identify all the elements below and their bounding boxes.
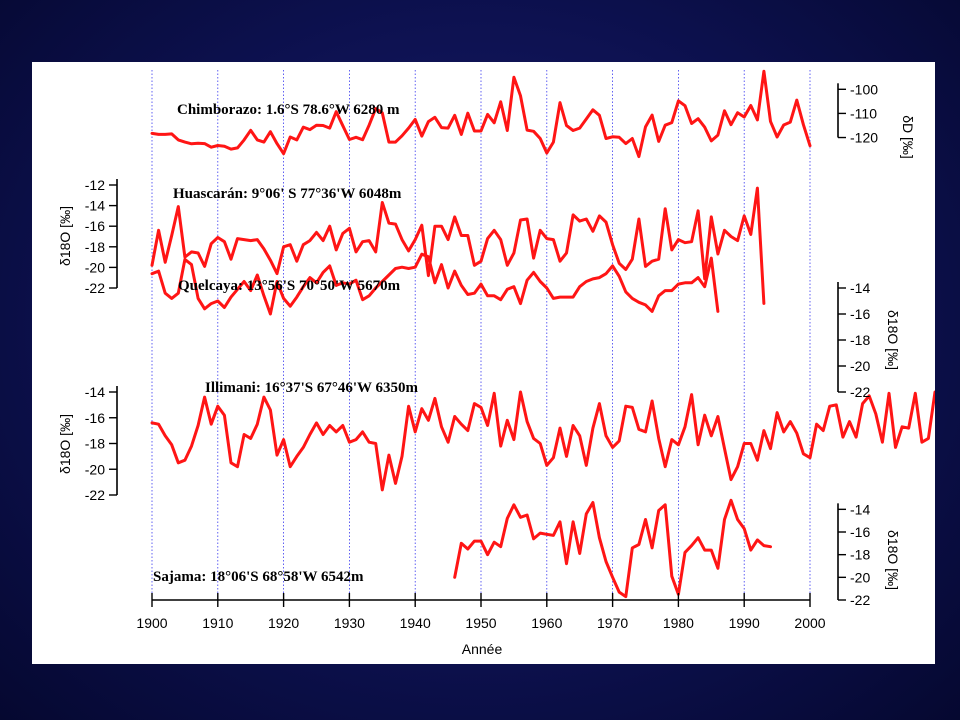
y-tick-label-1--20: -20 (85, 259, 105, 275)
y-tick-label-2--22: -22 (850, 384, 870, 400)
x-tick-label-1980: 1980 (663, 615, 694, 631)
series-line-1 (150, 186, 766, 305)
y-tick-label-4--22: -22 (850, 592, 870, 608)
series-0 (150, 69, 812, 159)
y-tick-label-3--14: -14 (85, 384, 105, 400)
y-tick-label-2--14: -14 (850, 280, 870, 296)
y-axis-title-1: δ18O [‰] (57, 206, 73, 266)
station-label-illimani: Illimani: 16°37'S 67°46'W 6350m (205, 380, 418, 396)
series-4 (453, 498, 772, 599)
x-axis-title: Année (462, 641, 503, 657)
x-tick-label-2000: 2000 (794, 615, 825, 631)
y-tick-label-4--14: -14 (850, 501, 870, 517)
chart: 1900 1910 1920 1930 1940 1950 1960 1970 1980 1990… (57, 69, 935, 657)
x-tick-label-1900: 1900 (136, 615, 167, 631)
series-3 (150, 390, 935, 492)
y-tick-label-0--110: -110 (850, 105, 877, 121)
y-tick-label-3--22: -22 (85, 487, 105, 503)
y-tick-label-2--16: -16 (850, 306, 870, 322)
grid-layer (151, 70, 811, 600)
axis-layer: 1900 1910 1920 1930 1940 1950 1960 1970 1980 1990… (57, 81, 916, 631)
y-tick-label-3--16: -16 (85, 410, 105, 426)
y-tick-label-1--16: -16 (85, 218, 105, 234)
series-line-2 (150, 252, 720, 316)
y-axis-title-0: δD [‰] (900, 115, 916, 159)
y-axis-3: -14 -16 -18 -20 -22 δ18O [‰] (57, 384, 118, 503)
y-axis-title-2: δ18O [‰] (885, 310, 901, 370)
y-tick-label-2--20: -20 (850, 358, 870, 374)
x-tick-label-1990: 1990 (729, 615, 760, 631)
x-tick-label-1970: 1970 (597, 615, 628, 631)
y-tick-label-1--12: -12 (85, 177, 105, 193)
station-label-quelcaya: Quelcaya: 13°56'S 70°50'W 5670m (178, 278, 401, 294)
x-tick-label-1920: 1920 (268, 615, 299, 631)
x-tick-label-1910: 1910 (202, 615, 233, 631)
y-tick-label-2--18: -18 (850, 332, 870, 348)
x-tick-label-1950: 1950 (465, 615, 496, 631)
y-tick-label-1--22: -22 (85, 280, 105, 296)
series-2 (150, 252, 720, 316)
y-tick-label-4--20: -20 (850, 569, 870, 585)
y-axis-4: -14 -16 -18 -20 -22 δ18O [‰] (837, 501, 901, 608)
y-tick-label-0--100: -100 (850, 81, 878, 97)
series-line-3 (150, 390, 935, 492)
y-tick-label-3--20: -20 (85, 461, 105, 477)
y-axis-1: -12 -14 -16 -18 -20 -22 δ18O [‰] (57, 177, 118, 296)
station-label-huascaran: Huascarán: 9°06' S 77°36'W 6048m (173, 186, 402, 202)
y-axis-title-4: δ18O [‰] (885, 530, 901, 590)
y-tick-label-3--18: -18 (85, 436, 105, 452)
x-tick-label-1960: 1960 (531, 615, 562, 631)
y-axis-title-3: δ18O [‰] (57, 414, 73, 474)
station-label-sajama: Sajama: 18°06'S 68°58'W 6542m (153, 569, 364, 585)
series-line-0 (150, 69, 812, 159)
y-axis-2: -14 -16 -18 -20 -22 δ18O [‰] (837, 280, 901, 400)
y-tick-label-4--16: -16 (850, 524, 870, 540)
chart-panel: 1900 1910 1920 1930 1940 1950 1960 1970 1980 1990… (32, 62, 935, 664)
y-tick-label-1--18: -18 (85, 239, 105, 255)
x-tick-label-1930: 1930 (334, 615, 365, 631)
series-line-4 (453, 498, 772, 599)
series-1 (150, 186, 766, 305)
y-tick-label-0--120: -120 (850, 130, 878, 146)
y-axis-0: -100 -110 -120 δD [‰] (837, 81, 916, 159)
station-labels: Chimborazo: 1.6°S 78.6°W 6280 m Huascará… (153, 102, 418, 585)
series-layer (150, 69, 935, 599)
y-tick-label-1--14: -14 (85, 198, 105, 214)
station-label-chimborazo: Chimborazo: 1.6°S 78.6°W 6280 m (177, 102, 400, 118)
x-tick-label-1940: 1940 (400, 615, 431, 631)
y-tick-label-4--18: -18 (850, 547, 870, 563)
